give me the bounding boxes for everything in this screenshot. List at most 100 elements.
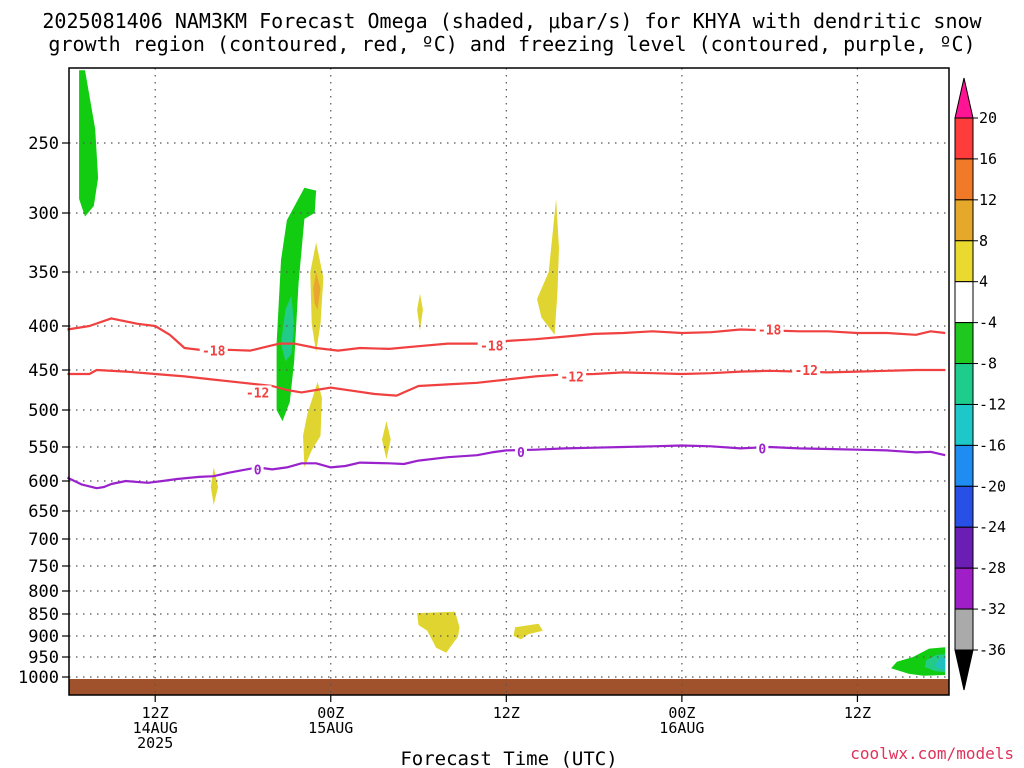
y-tick-label: 400	[28, 317, 59, 337]
x-tick-label: 12Z	[142, 704, 169, 722]
contour-label: -12	[246, 386, 269, 401]
colorbar-segment	[954, 485, 974, 528]
colorbar-segment	[954, 526, 974, 569]
colorbar-label: 4	[979, 273, 988, 291]
y-tick-label: 250	[28, 134, 59, 154]
contour-label: 0	[254, 463, 262, 478]
contour-label: -18	[480, 339, 504, 354]
contour-label-layer: -18 -18 -18 -12 -12 -12 0 0 0	[199, 322, 821, 478]
colorbar-segment	[954, 240, 974, 283]
omega-region-6	[382, 421, 391, 460]
contour-layer	[66, 317, 946, 490]
y-tick-label: 350	[28, 263, 59, 283]
contour-label-bg	[199, 343, 228, 358]
y-tick-label: 450	[28, 361, 59, 381]
terrain-band	[69, 679, 949, 695]
colorbar: 20 16 12 8 4 -4 -8 -12 -16 -20 -24 -28 -32 -36	[954, 77, 1006, 691]
contour-label: -18	[758, 324, 782, 339]
contour-label: -18	[202, 345, 226, 360]
contour-label-bg	[243, 385, 272, 400]
omega-shading-layer	[79, 70, 946, 676]
y-tick-label: 500	[28, 401, 59, 421]
colorbar-label: -4	[979, 314, 997, 332]
terrain-layer	[69, 679, 949, 695]
contour-label: -12	[794, 364, 817, 379]
x-tick-label: 2025	[137, 734, 173, 752]
colorbar-segment	[954, 281, 974, 324]
colorbar-label: -8	[979, 355, 997, 373]
omega-region-4	[313, 272, 321, 310]
contour-label-bg	[251, 462, 264, 477]
x-tick-label: 00Z	[317, 704, 344, 722]
y-axis: 2503003504004505005506006507007508008509…	[18, 134, 69, 688]
colorbar-label: 20	[979, 109, 997, 127]
y-tick-label: 750	[28, 557, 59, 577]
contour-line--12	[67, 368, 946, 397]
colorbar-segment	[954, 363, 974, 405]
omega-region-8	[537, 199, 559, 335]
omega-region-10	[417, 611, 460, 653]
omega-region-5	[303, 382, 322, 468]
colorbar-label: -16	[979, 436, 1006, 454]
contour-label: 0	[758, 442, 766, 457]
y-tick-label: 650	[28, 502, 59, 522]
y-tick-label: 300	[28, 204, 59, 224]
y-tick-label: 1000	[18, 668, 59, 688]
colorbar-bottom-arrow	[954, 649, 974, 691]
x-tick-label: 15AUG	[308, 719, 353, 737]
omega-region-11	[513, 623, 543, 640]
colorbar-label: -28	[979, 559, 1006, 577]
omega-region-2	[281, 295, 295, 362]
contour-label-bg	[558, 369, 587, 384]
omega-region-0	[79, 70, 99, 217]
x-tick-label: 14AUG	[133, 719, 178, 737]
y-tick-label: 550	[28, 438, 59, 458]
colorbar-label: 8	[979, 232, 988, 250]
contour-line--18	[67, 317, 946, 352]
chart-title-line-2: growth region (contoured, red, ºC) and f…	[48, 32, 976, 56]
colorbar-label: -32	[979, 600, 1006, 618]
x-tick-label: 00Z	[668, 704, 695, 722]
colorbar-top-arrow	[954, 77, 974, 119]
x-tick-label: 12Z	[844, 704, 871, 722]
omega-region-7	[417, 293, 423, 331]
colorbar-segment	[954, 199, 974, 242]
colorbar-segment	[954, 608, 974, 651]
y-tick-label: 700	[28, 530, 59, 550]
contour-label-bg	[514, 444, 527, 459]
plot-frame	[68, 67, 950, 696]
y-tick-label: 950	[28, 648, 59, 668]
y-tick-label: 800	[28, 582, 59, 602]
y-tick-label: 900	[28, 627, 59, 647]
colorbar-label: -36	[979, 641, 1006, 659]
contour-label-bg	[792, 363, 821, 377]
chart-title-line-1: 2025081406 NAM3KM Forecast Omega (shaded…	[42, 9, 982, 33]
colorbar-segment	[954, 403, 974, 446]
y-tick-label: 850	[28, 605, 59, 625]
omega-region-9	[210, 467, 219, 505]
site-credit: coolwx.com/models	[850, 744, 1014, 763]
colorbar-label: -24	[979, 518, 1006, 536]
x-tick-label: 12Z	[493, 704, 520, 722]
colorbar-segment	[954, 158, 974, 201]
grid-layer	[69, 68, 949, 695]
colorbar-label: -12	[979, 395, 1006, 413]
omega-region-1	[276, 187, 317, 422]
contour-label-bg	[755, 322, 784, 337]
colorbar-segment	[954, 567, 974, 610]
colorbar-label: 16	[979, 150, 997, 168]
contour-label: -12	[560, 370, 583, 385]
colorbar-segment	[954, 117, 974, 160]
x-tick-label: 16AUG	[659, 719, 704, 737]
y-tick-label: 600	[28, 472, 59, 492]
contour-label: 0	[517, 446, 525, 461]
contour-label-bg	[756, 441, 769, 456]
colorbar-label: 12	[979, 191, 997, 209]
x-axis-label: Forecast Time (UTC)	[400, 748, 617, 768]
contour-label-bg	[477, 338, 506, 353]
omega-region-14	[935, 657, 946, 670]
colorbar-label: -20	[979, 477, 1006, 495]
colorbar-segment	[954, 444, 974, 487]
